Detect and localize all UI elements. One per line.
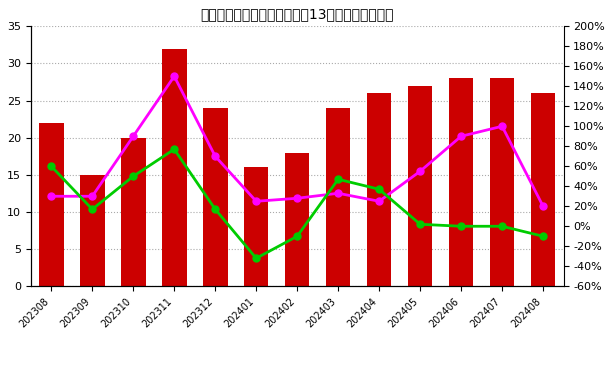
- Bar: [39, 123, 64, 286]
- Bar: [408, 86, 433, 286]
- Bar: [367, 93, 392, 286]
- Bar: [121, 138, 146, 286]
- Bar: [490, 78, 515, 286]
- Title: 中国黑碳化硅在产生产商过去13个月库存去化天数: 中国黑碳化硅在产生产商过去13个月库存去化天数: [201, 7, 394, 21]
- Bar: [326, 108, 351, 286]
- Bar: [285, 153, 310, 286]
- Bar: [449, 78, 474, 286]
- Bar: [162, 48, 187, 286]
- Bar: [80, 175, 105, 286]
- Bar: [531, 93, 555, 286]
- Bar: [203, 108, 228, 286]
- Bar: [244, 167, 269, 286]
